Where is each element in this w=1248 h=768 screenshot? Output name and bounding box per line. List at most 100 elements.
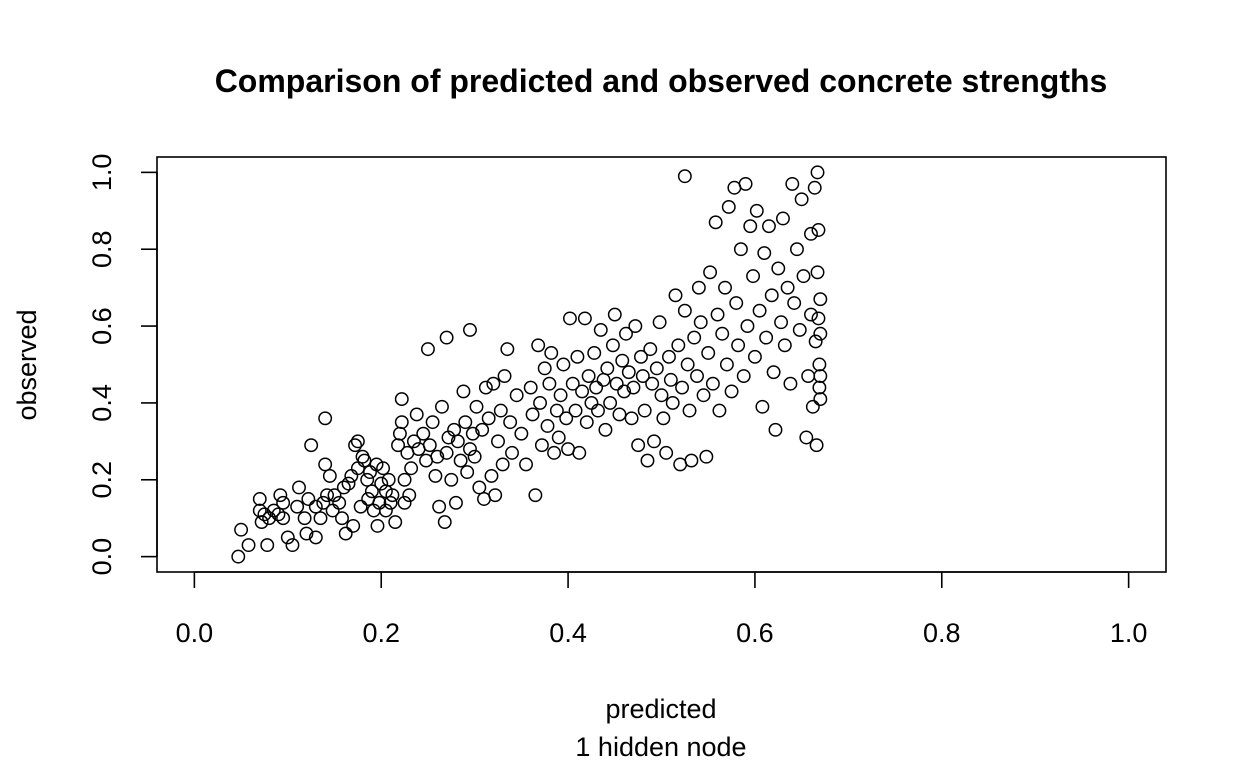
data-point	[439, 445, 454, 460]
data-point	[705, 376, 720, 391]
data-point	[460, 465, 475, 480]
data-point	[690, 369, 704, 383]
data-point	[231, 549, 246, 564]
data-point	[708, 215, 723, 230]
data-point	[738, 176, 753, 191]
x-tick-label: 1.0	[1110, 618, 1148, 648]
data-point	[755, 399, 770, 414]
data-point	[813, 292, 828, 307]
data-point	[811, 223, 826, 237]
data-point	[364, 484, 379, 499]
data-point	[668, 288, 683, 303]
data-point	[308, 499, 323, 514]
data-point	[570, 349, 585, 364]
data-point	[290, 499, 305, 514]
data-point	[691, 280, 706, 295]
data-point	[549, 403, 564, 418]
data-point	[357, 453, 372, 468]
data-point	[547, 445, 562, 460]
data-point	[475, 422, 490, 437]
data-point	[318, 457, 333, 472]
data-point	[712, 403, 727, 418]
data-point	[481, 411, 496, 426]
x-tick-label: 0.8	[923, 618, 961, 648]
x-tick-label: 0.0	[176, 618, 214, 648]
data-point	[654, 388, 669, 403]
data-point	[572, 445, 587, 460]
data-point	[409, 407, 424, 422]
data-point	[624, 411, 639, 426]
data-point	[581, 369, 596, 383]
data-point	[684, 453, 699, 468]
data-point	[430, 449, 445, 464]
data-point	[450, 434, 465, 449]
data-point	[810, 265, 825, 280]
x-axis: 0.0 0.2 0.4 0.6 0.8 1.0	[176, 571, 1148, 648]
data-point	[813, 369, 828, 383]
data-point	[525, 407, 540, 422]
data-point	[757, 246, 772, 261]
data-point	[682, 403, 697, 418]
data-point	[363, 465, 377, 480]
data-point	[344, 468, 359, 483]
data-point	[493, 403, 508, 418]
data-point	[394, 415, 409, 430]
data-point	[528, 488, 543, 503]
data-point	[425, 415, 440, 430]
data-point	[766, 365, 781, 380]
data-point	[449, 495, 463, 510]
data-point	[503, 415, 518, 430]
data-point	[736, 369, 751, 383]
data-point	[729, 296, 744, 310]
data-point	[768, 422, 783, 437]
data-point	[696, 388, 711, 403]
data-point	[780, 280, 795, 295]
data-point	[463, 442, 477, 456]
data-point	[402, 488, 417, 503]
data-point	[796, 269, 811, 284]
data-point	[631, 438, 646, 453]
data-point	[271, 507, 286, 522]
y-tick-label: 0.2	[87, 461, 117, 499]
data-point	[659, 445, 674, 460]
data-point	[640, 453, 655, 468]
data-point	[615, 353, 630, 368]
data-point	[752, 303, 767, 318]
data-point	[316, 495, 331, 510]
x-axis-title: predicted	[605, 694, 716, 724]
data-point	[621, 365, 636, 380]
data-point	[810, 165, 825, 180]
data-point	[562, 311, 577, 326]
data-point	[544, 346, 559, 360]
data-point	[370, 518, 385, 533]
data-point	[603, 395, 618, 410]
data-point	[607, 307, 622, 322]
data-point	[813, 326, 828, 341]
data-point	[724, 384, 739, 399]
data-point	[551, 430, 566, 445]
x-tick-label: 0.2	[362, 618, 400, 648]
data-point	[383, 495, 398, 510]
data-point	[428, 468, 443, 483]
data-point	[556, 357, 571, 372]
data-point	[332, 495, 347, 510]
data-point	[534, 438, 549, 453]
data-point	[350, 434, 365, 449]
data-point	[710, 307, 725, 322]
data-point	[805, 399, 820, 414]
data-point	[241, 538, 256, 553]
data-point	[565, 376, 580, 391]
data-point	[649, 361, 664, 376]
data-points	[231, 165, 828, 564]
data-point	[619, 326, 633, 341]
data-point	[406, 434, 421, 449]
data-point	[537, 361, 552, 376]
data-point	[559, 411, 574, 426]
data-point	[280, 530, 295, 545]
data-point	[394, 392, 409, 407]
data-point	[467, 449, 482, 464]
data-point	[687, 330, 702, 345]
data-point	[785, 176, 800, 191]
data-point	[776, 211, 790, 226]
data-point	[600, 361, 615, 376]
